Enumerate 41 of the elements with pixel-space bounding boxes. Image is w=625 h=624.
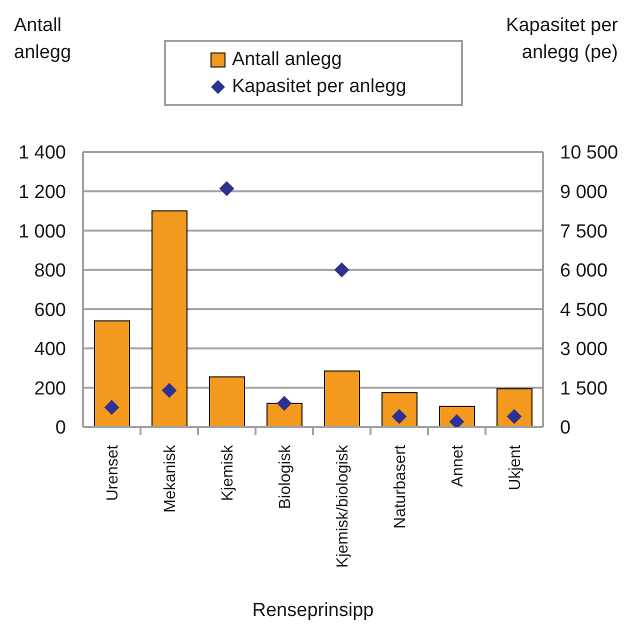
x-tick-label: Kjemisk/biologisk — [334, 444, 352, 568]
y-tick-label: 800 — [34, 260, 66, 282]
y-tick-label: 1 400 — [18, 142, 66, 164]
y2-tick-label: 1 500 — [560, 378, 608, 400]
x-tick-label: Annet — [449, 444, 466, 487]
y2-tick-label: 7 500 — [560, 221, 608, 242]
bar — [209, 376, 245, 427]
x-tick-label: Urenset — [104, 444, 122, 502]
y-axis-title: Antall anlegg — [14, 14, 72, 65]
y2-axis-title: Kapasitet per anlegg (pe) — [505, 14, 618, 65]
bar — [152, 210, 188, 427]
bar — [324, 370, 360, 427]
y-tick-label: 400 — [34, 339, 66, 360]
x-axis-title: Renseprinsipp — [252, 600, 374, 621]
y-tick-label: 600 — [34, 300, 66, 321]
legend-label: Antall anlegg — [232, 48, 342, 72]
x-tick-label: Naturbasert — [392, 444, 409, 529]
y2-tick-label: 6 000 — [560, 260, 608, 282]
y2-tick-label: 3 000 — [560, 339, 608, 360]
bar — [382, 392, 418, 427]
point — [104, 400, 120, 415]
x-tick-label: Mekanisk — [162, 444, 179, 513]
x-tick-label: Ukjent — [506, 444, 524, 490]
bar — [496, 388, 532, 427]
point — [506, 409, 522, 424]
y2-tick-label: 0 — [560, 418, 571, 439]
y-tick-label: 200 — [34, 378, 66, 400]
point — [162, 382, 177, 398]
y2-tick-label: 4 500 — [560, 300, 608, 321]
y-tick-label: 1 200 — [18, 182, 66, 204]
point — [219, 181, 234, 196]
point — [334, 262, 350, 278]
y2-tick-label: 9 000 — [560, 182, 608, 204]
y-tick-label: 0 — [55, 418, 66, 439]
y2-tick-label: 10 500 — [560, 142, 618, 164]
point — [276, 396, 292, 411]
bar — [94, 320, 130, 427]
legend-label: Kapasitet per anlegg — [232, 75, 406, 99]
x-tick-label: Biologisk — [276, 444, 294, 510]
x-tick-label: Kjemisk — [219, 444, 236, 502]
y-tick-label: 1 000 — [18, 221, 66, 242]
